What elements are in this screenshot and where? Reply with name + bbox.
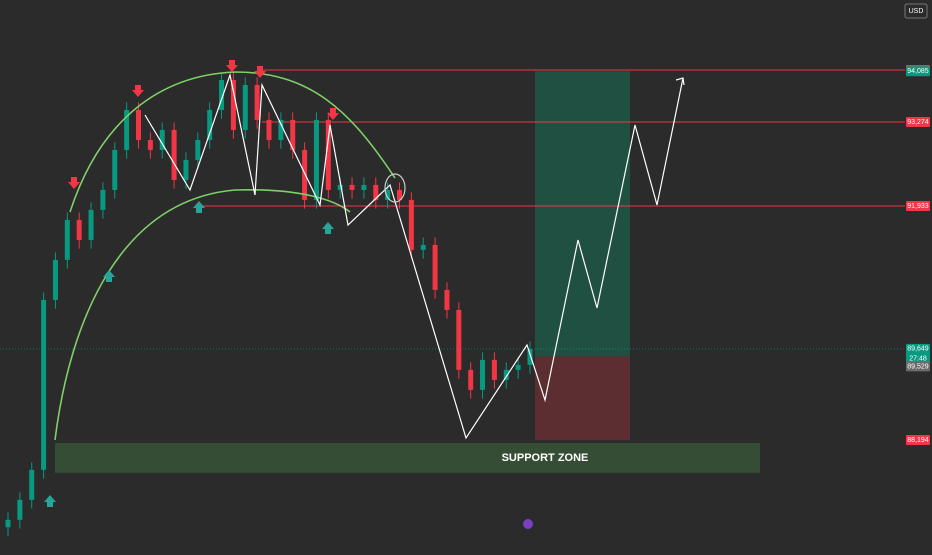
level-label: 91,933 bbox=[907, 203, 929, 210]
candle-body bbox=[325, 119, 331, 190]
support-zone bbox=[55, 442, 760, 473]
candle-body bbox=[17, 499, 23, 520]
level-label: 93,274 bbox=[907, 119, 929, 126]
candle-body bbox=[313, 119, 319, 200]
green-arrows bbox=[44, 201, 334, 507]
candles bbox=[5, 72, 533, 537]
candle-body bbox=[254, 84, 260, 120]
candle-body bbox=[41, 299, 47, 470]
candle-body bbox=[278, 119, 284, 140]
candle-body bbox=[349, 184, 355, 190]
candle-body bbox=[397, 189, 402, 200]
currency-box bbox=[904, 3, 928, 19]
zones: SUPPORT ZONE bbox=[0, 69, 905, 473]
currency: USD bbox=[909, 8, 924, 15]
candle-body bbox=[361, 184, 367, 190]
candle-body bbox=[290, 119, 296, 150]
loss-zone bbox=[535, 356, 630, 440]
price-tag bbox=[906, 343, 930, 364]
candle-body bbox=[29, 469, 35, 500]
candle-body bbox=[385, 189, 391, 200]
candle-body bbox=[219, 79, 225, 110]
price-label: 89,529 bbox=[907, 363, 929, 370]
candle-body bbox=[136, 109, 141, 140]
candle-body bbox=[420, 244, 426, 250]
candle-body bbox=[112, 149, 118, 190]
candle-body bbox=[242, 84, 248, 130]
level-tag bbox=[906, 434, 930, 445]
candle-body bbox=[503, 369, 509, 380]
candle-body bbox=[100, 189, 106, 210]
candle-body bbox=[491, 359, 497, 380]
event-marker bbox=[523, 519, 533, 529]
candle-body bbox=[432, 244, 438, 290]
candle-body bbox=[195, 139, 201, 160]
candle-body bbox=[88, 209, 94, 240]
annotations bbox=[44, 60, 685, 529]
price-axis: USD 94,10593,27491,93388,19494,08589,649… bbox=[904, 3, 930, 445]
level-label: 88,194 bbox=[907, 437, 929, 444]
candle-body bbox=[207, 109, 213, 140]
candle-body bbox=[527, 348, 533, 365]
candle-body bbox=[302, 149, 308, 200]
highlight-circle bbox=[384, 173, 406, 203]
candle-body bbox=[52, 259, 58, 300]
level-tag bbox=[906, 200, 930, 211]
countdown: 27:48 bbox=[909, 356, 927, 363]
price-tag bbox=[906, 361, 930, 372]
candle-body bbox=[230, 79, 236, 130]
level-tag bbox=[906, 116, 930, 127]
candle-body bbox=[64, 219, 70, 260]
profit-zone bbox=[535, 71, 630, 357]
candle-body bbox=[76, 219, 82, 240]
candle-body bbox=[408, 199, 414, 250]
candle-body bbox=[171, 129, 177, 180]
projection-path bbox=[144, 72, 684, 440]
price-tag bbox=[906, 66, 930, 77]
red-arrows bbox=[68, 60, 339, 189]
candle-body bbox=[147, 139, 153, 150]
price-label: 94,085 bbox=[907, 68, 929, 75]
candle-body bbox=[183, 159, 189, 180]
candle-body bbox=[515, 364, 521, 370]
candle-body bbox=[159, 129, 165, 150]
price-label: 89,649 bbox=[907, 346, 929, 353]
candle-body bbox=[266, 119, 272, 140]
projection-arrow bbox=[675, 77, 685, 86]
arc-outer bbox=[69, 71, 396, 213]
candle-body bbox=[337, 184, 343, 190]
candle-body bbox=[456, 309, 462, 370]
candle-body bbox=[373, 184, 379, 200]
candle-body bbox=[468, 369, 474, 390]
candle-body bbox=[5, 519, 11, 528]
support-zone-label: SUPPORT ZONE bbox=[502, 452, 589, 464]
arc-inner bbox=[54, 188, 351, 441]
candle-body bbox=[444, 289, 450, 310]
candle-body bbox=[480, 359, 486, 390]
candle-body bbox=[124, 109, 130, 150]
